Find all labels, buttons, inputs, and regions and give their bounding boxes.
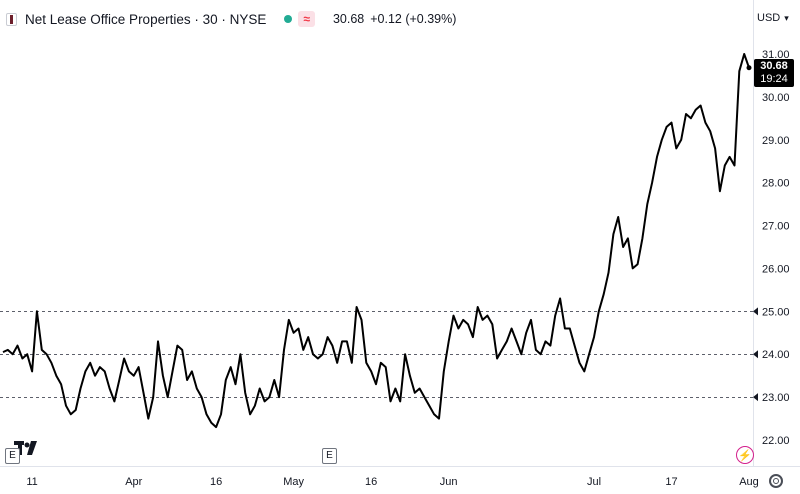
y-tick-label: 26.00 bbox=[762, 263, 790, 275]
x-tick-label: Apr bbox=[125, 476, 142, 488]
x-tick-label: 11 bbox=[26, 476, 37, 488]
x-tick-label: 16 bbox=[365, 476, 377, 488]
y-tick-label: 29.00 bbox=[762, 135, 790, 147]
tradingview-logo-icon[interactable] bbox=[14, 441, 42, 457]
x-tick-label: 16 bbox=[210, 476, 222, 488]
current-price-label: 30.68 19:24 bbox=[754, 59, 794, 87]
chevron-down-icon: ▾ bbox=[784, 13, 789, 23]
x-tick-label: 17 bbox=[665, 476, 677, 488]
level-marker bbox=[753, 350, 758, 359]
lightning-icon[interactable]: ⚡ bbox=[736, 446, 754, 464]
y-tick-label: 31.00 bbox=[762, 49, 790, 61]
current-price-value: 30.68 bbox=[760, 60, 788, 72]
level-marker bbox=[753, 307, 758, 316]
x-tick-label: Jun bbox=[440, 476, 458, 488]
earnings-badge[interactable]: E bbox=[322, 448, 337, 464]
market-status-dot-icon[interactable] bbox=[284, 15, 293, 23]
company-logo-icon bbox=[6, 12, 17, 26]
price-change: +0.12 (+0.39%) bbox=[370, 12, 457, 26]
y-tick-label: 28.00 bbox=[762, 178, 790, 190]
x-tick-label: May bbox=[283, 476, 304, 488]
series-line bbox=[2, 53, 750, 429]
y-tick-label: 23.00 bbox=[762, 392, 790, 404]
currency-selector[interactable]: USD ▾ bbox=[757, 8, 789, 28]
bar-countdown: 19:24 bbox=[760, 73, 788, 85]
x-tick-label: Jul bbox=[587, 476, 601, 488]
currency-label: USD bbox=[757, 12, 781, 24]
last-price: 30.68 bbox=[332, 12, 365, 26]
chart-legend: Net Lease Office Properties · 30 · NYSE … bbox=[6, 9, 456, 29]
price-axis: 22.00 23.00 24.00 25.00 26.00 27.00 28.00 29.00… bbox=[753, 49, 790, 447]
y-tick-label: 22.00 bbox=[762, 435, 790, 447]
last-price-point bbox=[746, 65, 752, 71]
y-tick-label: 24.00 bbox=[762, 349, 790, 361]
delay-badge[interactable]: ≈ bbox=[298, 11, 315, 27]
y-tick-label: 27.00 bbox=[762, 221, 790, 233]
x-tick-label: Aug bbox=[739, 476, 759, 488]
earnings-badge[interactable]: E bbox=[5, 448, 20, 464]
price-series bbox=[2, 53, 752, 429]
time-axis: 11 Apr 16 May 16 Jun Jul 17 Aug bbox=[26, 476, 758, 488]
gear-icon[interactable] bbox=[769, 474, 783, 488]
level-marker bbox=[753, 393, 758, 402]
y-tick-label: 30.00 bbox=[762, 92, 790, 104]
symbol-title[interactable]: Net Lease Office Properties · 30 · NYSE bbox=[25, 11, 267, 27]
y-tick-label: 25.00 bbox=[762, 306, 790, 318]
